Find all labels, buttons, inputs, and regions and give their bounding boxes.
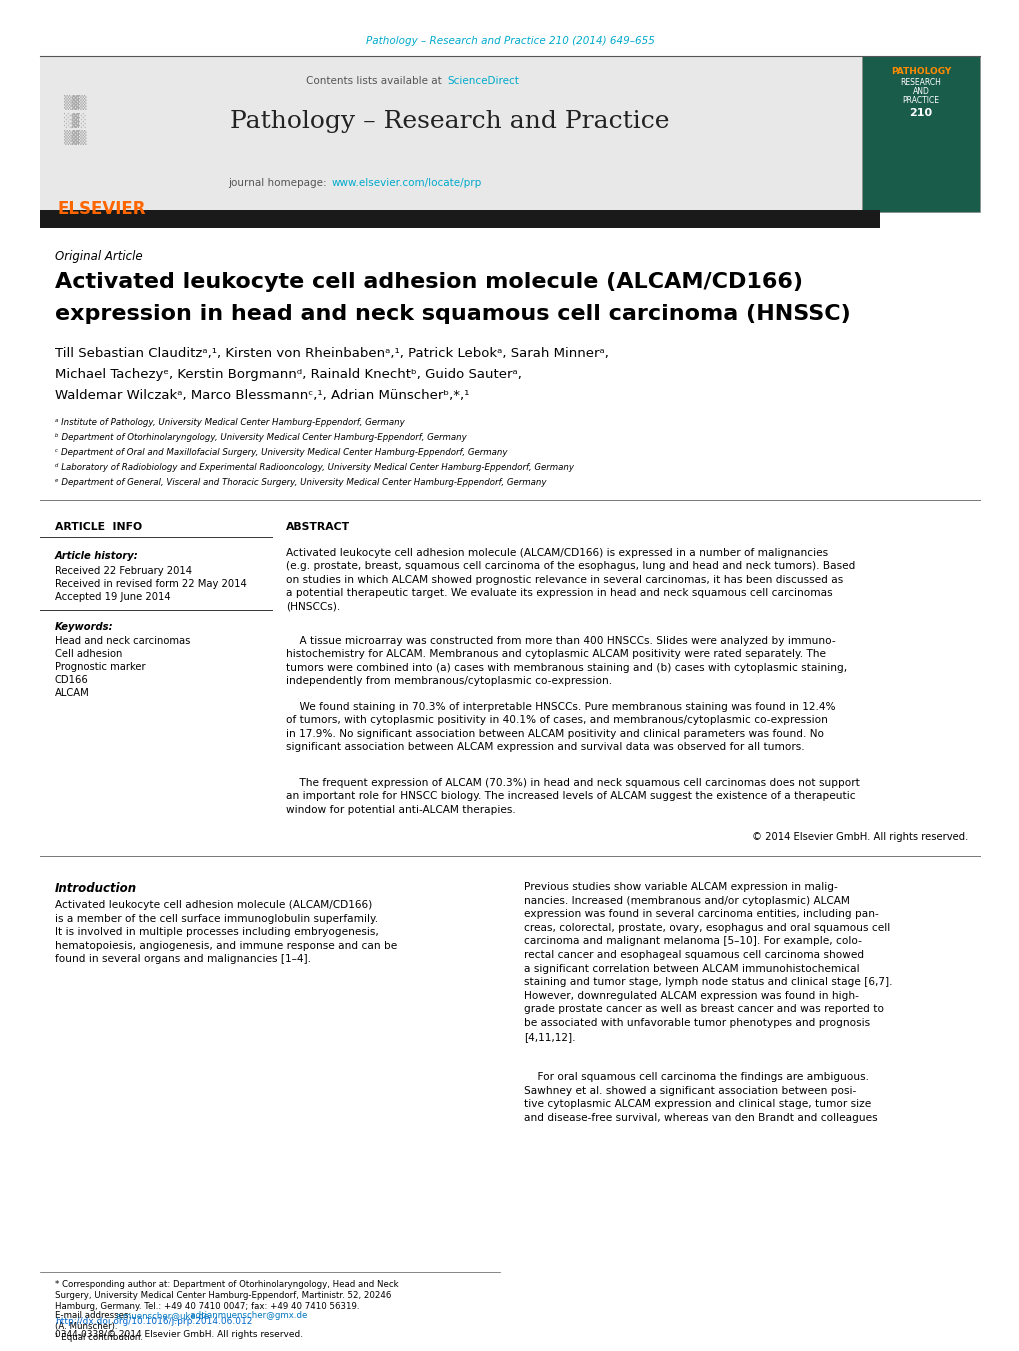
Text: Pathology – Research and Practice: Pathology – Research and Practice: [230, 109, 669, 132]
Text: expression in head and neck squamous cell carcinoma (HNSSC): expression in head and neck squamous cel…: [55, 304, 850, 324]
Text: Previous studies show variable ALCAM expression in malig-
nancies. Increased (me: Previous studies show variable ALCAM exp…: [524, 882, 892, 1042]
Text: Waldemar Wilczakᵃ, Marco Blessmannᶜ,¹, Adrian Münscherᵇ,*,¹: Waldemar Wilczakᵃ, Marco Blessmannᶜ,¹, A…: [55, 389, 469, 403]
Text: http://dx.doi.org/10.1016/j.prp.2014.06.012: http://dx.doi.org/10.1016/j.prp.2014.06.…: [55, 1317, 252, 1325]
Text: Head and neck carcinomas: Head and neck carcinomas: [55, 636, 191, 646]
Text: 0344-0338/© 2014 Elsevier GmbH. All rights reserved.: 0344-0338/© 2014 Elsevier GmbH. All righ…: [55, 1329, 303, 1339]
Text: RESEARCH: RESEARCH: [900, 78, 941, 86]
Text: © 2014 Elsevier GmbH. All rights reserved.: © 2014 Elsevier GmbH. All rights reserve…: [751, 832, 967, 842]
Text: 210: 210: [909, 108, 931, 118]
Text: Received in revised form 22 May 2014: Received in revised form 22 May 2014: [55, 580, 247, 589]
Text: ABSTRACT: ABSTRACT: [285, 521, 350, 532]
Text: PRACTICE: PRACTICE: [902, 96, 938, 105]
Text: * Corresponding author at: Department of Otorhinolaryngology, Head and Neck
Surg: * Corresponding author at: Department of…: [55, 1279, 398, 1312]
Text: ᵈ Laboratory of Radiobiology and Experimental Radiooncology, University Medical : ᵈ Laboratory of Radiobiology and Experim…: [55, 463, 574, 471]
Text: AND: AND: [912, 86, 928, 96]
Text: ᵃ Institute of Pathology, University Medical Center Hamburg-Eppendorf, Germany: ᵃ Institute of Pathology, University Med…: [55, 417, 405, 427]
Text: Accepted 19 June 2014: Accepted 19 June 2014: [55, 592, 170, 603]
Text: ELSEVIER: ELSEVIER: [58, 200, 147, 218]
Bar: [861, 55, 979, 212]
Text: journal homepage:: journal homepage:: [228, 178, 330, 188]
Text: (A. Münscher).: (A. Münscher).: [55, 1323, 117, 1331]
Text: ALCAM: ALCAM: [55, 688, 90, 698]
Text: Keywords:: Keywords:: [55, 621, 113, 632]
Text: ᵉ Department of General, Visceral and Thoracic Surgery, University Medical Cente: ᵉ Department of General, Visceral and Th…: [55, 478, 546, 486]
Text: For oral squamous cell carcinoma the findings are ambiguous.
Sawhney et al. show: For oral squamous cell carcinoma the fin…: [524, 1071, 876, 1123]
Text: Cell adhesion: Cell adhesion: [55, 648, 122, 659]
Text: Activated leukocyte cell adhesion molecule (ALCAM/CD166) is expressed in a numbe: Activated leukocyte cell adhesion molecu…: [285, 549, 855, 612]
Text: ScienceDirect: ScienceDirect: [446, 76, 519, 86]
Text: Activated leukocyte cell adhesion molecule (ALCAM/CD166): Activated leukocyte cell adhesion molecu…: [55, 272, 802, 292]
Text: ¹ Equal contribution.: ¹ Equal contribution.: [55, 1333, 143, 1342]
Text: ᵇ Department of Otorhinolaryngology, University Medical Center Hamburg-Eppendorf: ᵇ Department of Otorhinolaryngology, Uni…: [55, 434, 467, 442]
Text: Michael Tachezyᵉ, Kerstin Borgmannᵈ, Rainald Knechtᵇ, Guido Sauterᵃ,: Michael Tachezyᵉ, Kerstin Borgmannᵈ, Rai…: [55, 367, 522, 381]
Text: Pathology – Research and Practice 210 (2014) 649–655: Pathology – Research and Practice 210 (2…: [365, 36, 654, 46]
Text: ▒▓▒
░▓░
▒▓▒: ▒▓▒ ░▓░ ▒▓▒: [63, 95, 87, 145]
Text: CD166: CD166: [55, 676, 89, 685]
Text: a.muenscher@uke.de: a.muenscher@uke.de: [116, 1310, 210, 1320]
Bar: [40, 209, 879, 228]
Text: ᶜ Department of Oral and Maxillofacial Surgery, University Medical Center Hambur: ᶜ Department of Oral and Maxillofacial S…: [55, 449, 507, 457]
Text: PATHOLOGY: PATHOLOGY: [890, 68, 950, 76]
Text: We found staining in 70.3% of interpretable HNSCCs. Pure membranous staining was: We found staining in 70.3% of interpreta…: [285, 703, 835, 753]
Text: Contents lists available at: Contents lists available at: [306, 76, 444, 86]
Text: Received 22 February 2014: Received 22 February 2014: [55, 566, 192, 576]
Text: E-mail addresses:: E-mail addresses:: [55, 1310, 133, 1320]
Text: Original Article: Original Article: [55, 250, 143, 263]
Text: A tissue microarray was constructed from more than 400 HNSCCs. Slides were analy: A tissue microarray was constructed from…: [285, 636, 847, 686]
Text: Prognostic marker: Prognostic marker: [55, 662, 146, 671]
Text: Introduction: Introduction: [55, 882, 137, 894]
Text: , adrianmuenscher@gmx.de: , adrianmuenscher@gmx.de: [184, 1310, 307, 1320]
Text: www.elsevier.com/locate/prp: www.elsevier.com/locate/prp: [331, 178, 482, 188]
Text: ARTICLE  INFO: ARTICLE INFO: [55, 521, 142, 532]
Text: The frequent expression of ALCAM (70.3%) in head and neck squamous cell carcinom: The frequent expression of ALCAM (70.3%)…: [285, 778, 859, 815]
Text: Activated leukocyte cell adhesion molecule (ALCAM/CD166)
is a member of the cell: Activated leukocyte cell adhesion molecu…: [55, 900, 396, 965]
Text: Till Sebastian Clauditzᵃ,¹, Kirsten von Rheinbabenᵃ,¹, Patrick Lebokᵃ, Sarah Min: Till Sebastian Clauditzᵃ,¹, Kirsten von …: [55, 347, 608, 359]
Bar: [40, 55, 879, 212]
Text: Article history:: Article history:: [55, 551, 139, 561]
